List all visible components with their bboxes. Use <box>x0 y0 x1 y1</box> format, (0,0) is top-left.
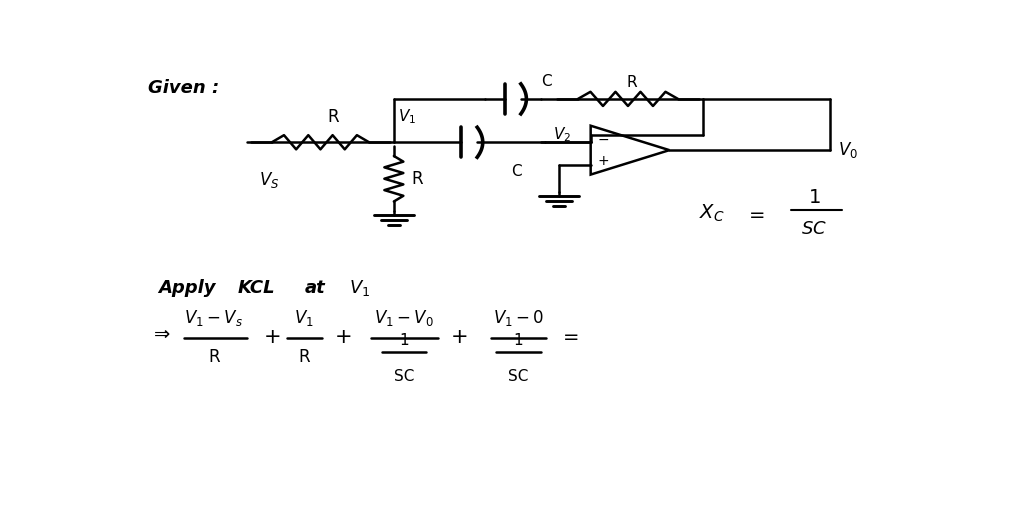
Text: at: at <box>305 279 326 297</box>
Text: +: + <box>451 327 469 348</box>
Text: $V_2$: $V_2$ <box>553 125 570 144</box>
Text: $SC$: $SC$ <box>802 220 827 238</box>
Text: $-$: $-$ <box>597 132 609 146</box>
Text: $V_1 - V_s$: $V_1 - V_s$ <box>184 308 243 328</box>
Text: $+$: $+$ <box>597 154 609 168</box>
Text: +: + <box>263 327 282 348</box>
Text: $V_1 - V_0$: $V_1 - V_0$ <box>375 308 434 328</box>
Text: R: R <box>298 348 310 366</box>
Text: $X_C$: $X_C$ <box>699 203 725 224</box>
Text: $V_1$: $V_1$ <box>348 278 370 298</box>
Text: 1: 1 <box>399 333 409 349</box>
Text: $1$: $1$ <box>808 188 821 207</box>
Text: SC: SC <box>508 369 528 384</box>
Text: R: R <box>327 109 339 126</box>
Text: Apply: Apply <box>158 279 216 297</box>
Text: 1: 1 <box>514 333 523 349</box>
Text: $=$: $=$ <box>744 204 765 223</box>
Text: R: R <box>208 348 219 366</box>
Text: $V_0$: $V_0$ <box>839 140 858 160</box>
Text: KCL: KCL <box>238 279 275 297</box>
Text: C: C <box>541 74 551 89</box>
Text: $\Rightarrow$: $\Rightarrow$ <box>151 324 171 343</box>
Text: SC: SC <box>394 369 415 384</box>
Text: C: C <box>512 164 522 179</box>
Text: $V_S$: $V_S$ <box>259 170 280 190</box>
Text: $V_1$: $V_1$ <box>397 108 416 126</box>
Text: Given :: Given : <box>147 79 219 97</box>
Text: R: R <box>412 169 423 188</box>
Text: +: + <box>335 327 352 348</box>
Text: $V_1 - 0$: $V_1 - 0$ <box>493 308 544 328</box>
Text: =: = <box>562 328 580 347</box>
Text: R: R <box>627 75 637 90</box>
Text: $V_1$: $V_1$ <box>294 308 314 328</box>
